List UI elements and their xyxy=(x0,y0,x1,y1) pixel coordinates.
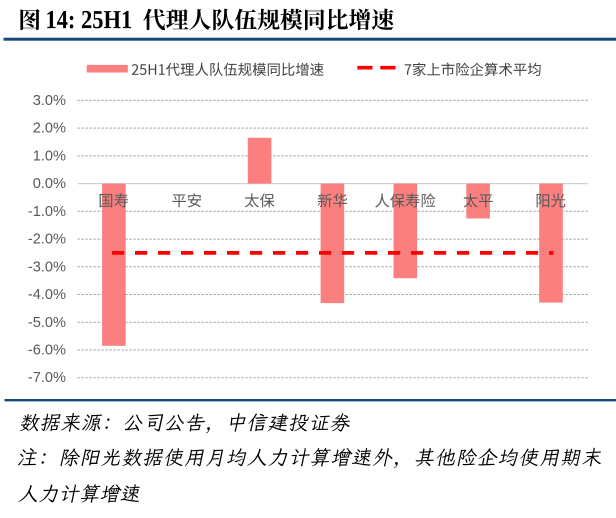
svg-text:-6.0%: -6.0% xyxy=(28,343,66,359)
svg-text:-1.0%: -1.0% xyxy=(28,204,66,220)
svg-text:2.0%: 2.0% xyxy=(33,121,66,137)
svg-text:-4.0%: -4.0% xyxy=(28,287,66,303)
svg-text:0.0%: 0.0% xyxy=(33,176,66,192)
svg-text:3.0%: 3.0% xyxy=(33,93,66,109)
svg-text:-3.0%: -3.0% xyxy=(28,259,66,275)
svg-text:-7.0%: -7.0% xyxy=(28,370,66,386)
svg-text:-2.0%: -2.0% xyxy=(28,232,66,248)
svg-text:-5.0%: -5.0% xyxy=(28,315,66,331)
svg-text:1.0%: 1.0% xyxy=(33,148,66,164)
